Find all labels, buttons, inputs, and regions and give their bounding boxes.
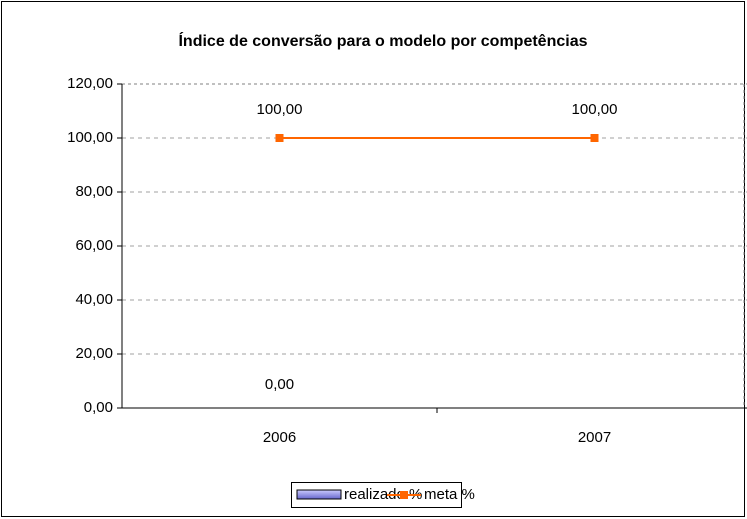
legend-swatch bbox=[296, 489, 342, 500]
legend-marker bbox=[400, 491, 408, 499]
marker bbox=[590, 134, 599, 142]
y-tick-label: 80,00 bbox=[75, 183, 113, 200]
marker bbox=[275, 134, 284, 142]
data-label: 100,00 bbox=[257, 101, 303, 118]
y-tick-label: 20,00 bbox=[75, 345, 113, 362]
x-tick-label: 2007 bbox=[578, 429, 611, 446]
y-tick-label: 40,00 bbox=[75, 291, 113, 308]
y-tick-label: 60,00 bbox=[75, 237, 113, 254]
y-tick-label: 100,00 bbox=[67, 129, 113, 146]
y-tick-label: 120,00 bbox=[67, 75, 113, 92]
x-tick-label: 2006 bbox=[263, 429, 296, 446]
chart-title: Índice de conversão para o modelo por co… bbox=[178, 31, 587, 50]
data-label: 0,00 bbox=[265, 376, 294, 393]
legend-label: meta % bbox=[424, 486, 475, 503]
y-tick-label: 0,00 bbox=[84, 399, 113, 416]
data-label: 100,00 bbox=[572, 101, 618, 118]
